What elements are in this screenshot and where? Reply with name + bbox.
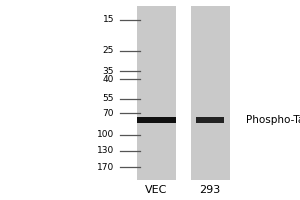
Text: 70: 70 <box>103 109 114 118</box>
Bar <box>136 117 176 123</box>
Text: 170: 170 <box>97 163 114 172</box>
Text: 293: 293 <box>200 185 220 195</box>
Text: 55: 55 <box>103 94 114 103</box>
Text: 100: 100 <box>97 130 114 139</box>
Text: VEC: VEC <box>145 185 167 195</box>
Text: 15: 15 <box>103 15 114 24</box>
Text: 25: 25 <box>103 46 114 55</box>
Bar <box>196 117 224 123</box>
Text: 35: 35 <box>103 67 114 76</box>
Text: 40: 40 <box>103 75 114 84</box>
Text: 130: 130 <box>97 146 114 155</box>
Text: Phospho-Tau (T205): Phospho-Tau (T205) <box>246 115 300 125</box>
